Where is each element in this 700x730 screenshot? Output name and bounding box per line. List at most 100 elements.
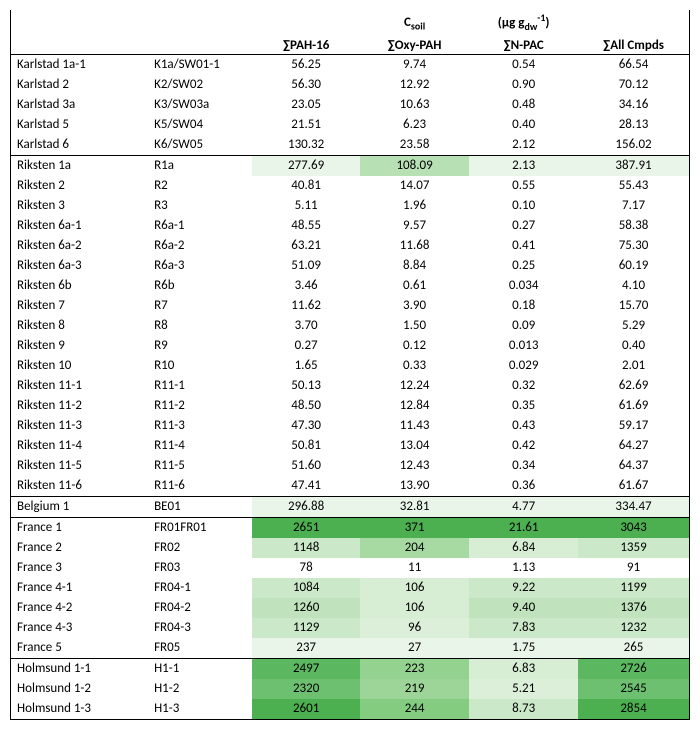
hdr-blank3 [252, 10, 360, 34]
cell-site: Riksten 11-4 [11, 436, 149, 456]
cell-value: 6.84 [469, 538, 578, 558]
cell-site: Riksten 6a-1 [11, 216, 149, 236]
cell-value: 244 [360, 699, 469, 720]
cell-value: 15.70 [578, 296, 689, 316]
cell-site: Riksten 6a-2 [11, 236, 149, 256]
cell-value: 0.09 [469, 316, 578, 336]
cell-code: R6a-2 [148, 236, 252, 256]
cell-value: 2854 [578, 699, 689, 720]
cell-code: FR04-1 [148, 578, 252, 598]
cell-value: 91 [578, 558, 689, 578]
cell-value: 23.58 [360, 135, 469, 156]
cell-value: 51.09 [252, 256, 360, 276]
cell-value: 0.33 [360, 356, 469, 376]
cell-value: 2320 [252, 679, 360, 699]
cell-value: 296.88 [252, 496, 360, 517]
cell-value: 0.41 [469, 236, 578, 256]
cell-value: 0.25 [469, 256, 578, 276]
table-row: Riksten 11-3R11-347.3011.430.4359.17 [11, 416, 690, 436]
cell-value: 70.12 [578, 75, 689, 95]
cell-code: FR05 [148, 638, 252, 659]
cell-value: 12.92 [360, 75, 469, 95]
cell-value: 2497 [252, 658, 360, 679]
cell-value: 2.01 [578, 356, 689, 376]
hdr-blank4 [578, 10, 689, 34]
table-header: Csoil (µg gdw-1) ∑PAH-16 ∑Oxy-PAH ∑N-PAC… [11, 10, 690, 54]
data-table: Csoil (µg gdw-1) ∑PAH-16 ∑Oxy-PAH ∑N-PAC… [10, 10, 690, 720]
cell-code: K5/SW04 [148, 115, 252, 135]
hdr2-blank1 [11, 34, 149, 55]
table-row: France 3FR0378111.1391 [11, 558, 690, 578]
cell-value: 7.17 [578, 196, 689, 216]
cell-value: 6.23 [360, 115, 469, 135]
cell-value: 59.17 [578, 416, 689, 436]
cell-value: 48.55 [252, 216, 360, 236]
cell-site: France 1 [11, 517, 149, 538]
cell-value: 47.41 [252, 476, 360, 497]
cell-value: 9.22 [469, 578, 578, 598]
cell-value: 2601 [252, 699, 360, 720]
cell-value: 21.61 [469, 517, 578, 538]
cell-value: 28.13 [578, 115, 689, 135]
cell-value: 21.51 [252, 115, 360, 135]
cell-value: 1084 [252, 578, 360, 598]
cell-value: 0.55 [469, 176, 578, 196]
cell-value: 55.43 [578, 176, 689, 196]
cell-code: K3/SW03a [148, 95, 252, 115]
cell-value: 10.63 [360, 95, 469, 115]
hdr2-blank2 [148, 34, 252, 55]
table-row: Karlstad 2K2/SW0256.3012.920.9070.12 [11, 75, 690, 95]
cell-code: H1-3 [148, 699, 252, 720]
cell-value: 12.24 [360, 376, 469, 396]
cell-site: Riksten 6a-3 [11, 256, 149, 276]
cell-value: 0.27 [469, 216, 578, 236]
table-row: Riksten 6bR6b3.460.610.0344.10 [11, 276, 690, 296]
hdr-unit-p2: ) [545, 15, 549, 30]
cell-value: 0.61 [360, 276, 469, 296]
cell-site: Karlstad 5 [11, 115, 149, 135]
table-row: Riksten 6a-3R6a-351.098.840.2560.19 [11, 256, 690, 276]
hdr-oxypah: ∑Oxy-PAH [360, 34, 469, 55]
table-row: Karlstad 1a-1K1a/SW01-156.259.740.5466.5… [11, 54, 690, 75]
cell-value: 75.30 [578, 236, 689, 256]
cell-value: 277.69 [252, 155, 360, 176]
cell-value: 63.21 [252, 236, 360, 256]
cell-code: R6a-1 [148, 216, 252, 236]
cell-value: 1129 [252, 618, 360, 638]
cell-value: 3.46 [252, 276, 360, 296]
cell-value: 204 [360, 538, 469, 558]
cell-site: Riksten 6b [11, 276, 149, 296]
cell-value: 13.90 [360, 476, 469, 497]
cell-value: 9.74 [360, 54, 469, 75]
cell-value: 27 [360, 638, 469, 659]
hdr-npac: ∑N-PAC [469, 34, 578, 55]
cell-value: 50.81 [252, 436, 360, 456]
cell-site: Karlstad 6 [11, 135, 149, 156]
cell-code: R11-3 [148, 416, 252, 436]
cell-code: R10 [148, 356, 252, 376]
table-row: Riksten 6a-1R6a-148.559.570.2758.38 [11, 216, 690, 236]
cell-code: FR04-3 [148, 618, 252, 638]
hdr-blank2 [148, 10, 252, 34]
cell-site: Holmsund 1-2 [11, 679, 149, 699]
cell-site: Riksten 8 [11, 316, 149, 336]
hdr-allcmpds: ∑All Cmpds [578, 34, 689, 55]
cell-site: Holmsund 1-3 [11, 699, 149, 720]
cell-value: 1232 [578, 618, 689, 638]
cell-value: 12.84 [360, 396, 469, 416]
cell-value: 4.77 [469, 496, 578, 517]
cell-site: France 2 [11, 538, 149, 558]
table-row: Holmsund 1-2H1-223202195.212545 [11, 679, 690, 699]
cell-value: 12.43 [360, 456, 469, 476]
cell-value: 237 [252, 638, 360, 659]
table-row: France 2FR0211482046.841359 [11, 538, 690, 558]
cell-code: K6/SW05 [148, 135, 252, 156]
cell-site: France 4-1 [11, 578, 149, 598]
cell-value: 14.07 [360, 176, 469, 196]
cell-value: 0.10 [469, 196, 578, 216]
cell-value: 62.69 [578, 376, 689, 396]
cell-code: R11-5 [148, 456, 252, 476]
cell-value: 8.84 [360, 256, 469, 276]
cell-value: 8.73 [469, 699, 578, 720]
cell-site: Riksten 11-6 [11, 476, 149, 497]
